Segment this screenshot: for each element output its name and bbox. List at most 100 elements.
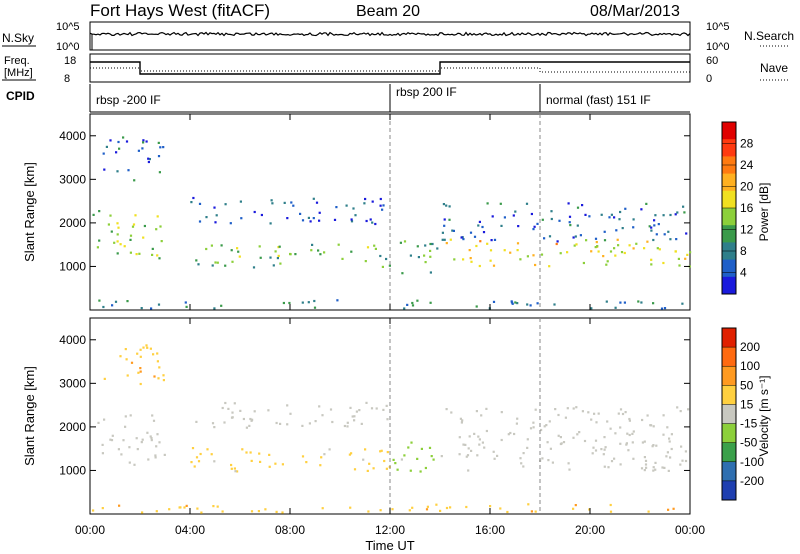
power-cell-140: [260, 213, 263, 217]
velocity-cell-130: [286, 404, 289, 407]
velocity-cell-128: [248, 424, 251, 427]
power-cell-134: [312, 197, 315, 200]
xtick-label-3: 12:00: [375, 523, 405, 537]
power-cell-239: [655, 233, 658, 236]
velocity-cell-30: [97, 421, 100, 424]
power-cell-155: [399, 241, 402, 244]
velocity-cell-253: [460, 421, 463, 424]
power-cell-118: [371, 221, 374, 224]
power-cell-213: [449, 238, 452, 241]
power-cell-188: [623, 251, 626, 255]
power-cell-167: [590, 250, 593, 253]
velocity-cell-200: [652, 466, 655, 469]
power-cbar-swatch-5: [722, 208, 736, 226]
power-cell-219: [479, 240, 482, 243]
velocity-cell-87: [245, 451, 248, 454]
power-cell-355: [411, 301, 414, 305]
velocity-cell-275: [662, 414, 665, 417]
velocity-cell-132: [386, 418, 389, 421]
velocity-cell-1: [129, 414, 132, 417]
cpid-segment-2: rbsp 200 IF: [396, 85, 457, 99]
velocity-cell-360: [449, 506, 452, 509]
velocity-cell-4: [109, 438, 112, 441]
velocity-cell-149: [233, 402, 236, 405]
power-cell-65: [237, 250, 240, 253]
velocity-cell-50: [158, 366, 161, 369]
power-cell-114: [309, 220, 312, 223]
power-cell-157: [429, 271, 432, 274]
velocity-cell-11: [101, 452, 104, 455]
velocity-cbar-ticklabel-6: -100: [740, 455, 764, 469]
velocity-cell-67: [268, 465, 271, 468]
velocity-cell-280: [513, 432, 516, 436]
velocity-cell-60: [328, 448, 331, 451]
velocity-cell-54: [124, 348, 127, 351]
velocity-cell-84: [385, 467, 388, 470]
velocity-cell-16: [103, 418, 106, 421]
velocity-cell-330: [574, 504, 577, 507]
velocity-cell-170: [603, 465, 606, 468]
velocity-cell-277: [614, 432, 617, 435]
power-yticks: 1000 2000 3000 4000: [59, 129, 690, 273]
nsky-trace: [89, 31, 691, 50]
power-cell-339: [529, 304, 532, 307]
velocity-cell-241: [450, 411, 453, 414]
velocity-cell-225: [526, 446, 529, 449]
velocity-cell-123: [365, 401, 368, 404]
velocity-cell-108: [239, 409, 242, 412]
velocity-cell-55: [119, 355, 122, 358]
power-cell-300: [621, 227, 624, 230]
power-cbar-ticklabel-0: 4: [740, 266, 747, 280]
power-cell-365: [213, 307, 216, 310]
power-cell-273: [567, 202, 570, 205]
velocity-cell-192: [613, 457, 616, 460]
power-cell-322: [614, 306, 617, 309]
power-cell-265: [517, 225, 520, 228]
xtick-label-6: 00:00: [675, 523, 705, 537]
velocity-cell-26: [152, 419, 156, 422]
velocity-cbar-ticklabel-2: 50: [740, 378, 754, 392]
power-cell-293: [584, 213, 587, 216]
freq-panel: [89, 53, 691, 83]
velocity-cell-230: [628, 417, 631, 421]
velocity-cell-295: [559, 436, 562, 439]
velocity-cell-326: [435, 503, 438, 506]
velocity-cbar-ticklabel-5: -50: [740, 436, 758, 450]
power-cell-364: [429, 301, 432, 304]
velocity-cell-218: [470, 449, 473, 452]
velocity-cell-216: [681, 459, 684, 462]
velocity-cbar-ticklabel-3: 15: [740, 397, 754, 411]
velocity-cell-42: [137, 371, 140, 374]
power-cell-330: [637, 300, 640, 303]
power-cell-105: [374, 222, 377, 226]
velocity-cell-62: [197, 460, 201, 463]
velocity-cell-274: [631, 441, 634, 444]
power-cell-115: [312, 217, 315, 220]
velocity-cell-91: [368, 462, 371, 465]
power-cell-266: [441, 231, 444, 234]
velocity-cell-340: [572, 507, 575, 510]
power-cell-276: [674, 213, 677, 216]
power-cell-196: [489, 259, 492, 262]
velocity-cell-14: [101, 443, 104, 446]
velocity-cell-28: [146, 431, 149, 434]
power-cell-366: [126, 300, 129, 303]
power-cell-195: [674, 250, 677, 253]
velocity-cbar-label: Velocity [m s⁻¹]: [757, 375, 771, 456]
velocity-cell-3: [122, 439, 125, 442]
velocity-cell-352: [609, 510, 613, 513]
power-cell-4: [151, 247, 154, 250]
velocity-cell-111: [275, 421, 278, 425]
power-cell-87: [350, 250, 353, 253]
velocity-cell-189: [604, 446, 607, 449]
power-cell-248: [613, 216, 616, 219]
velocity-cell-177: [467, 447, 470, 450]
power-cell-144: [270, 199, 273, 202]
power-cell-210: [596, 245, 599, 248]
velocity-cell-102: [329, 408, 333, 411]
power-cell-192: [597, 250, 600, 253]
velocity-cell-19: [158, 441, 161, 444]
power-cell-251: [442, 203, 445, 206]
velocity-cell-45: [130, 361, 134, 364]
power-cell-186: [643, 247, 646, 250]
